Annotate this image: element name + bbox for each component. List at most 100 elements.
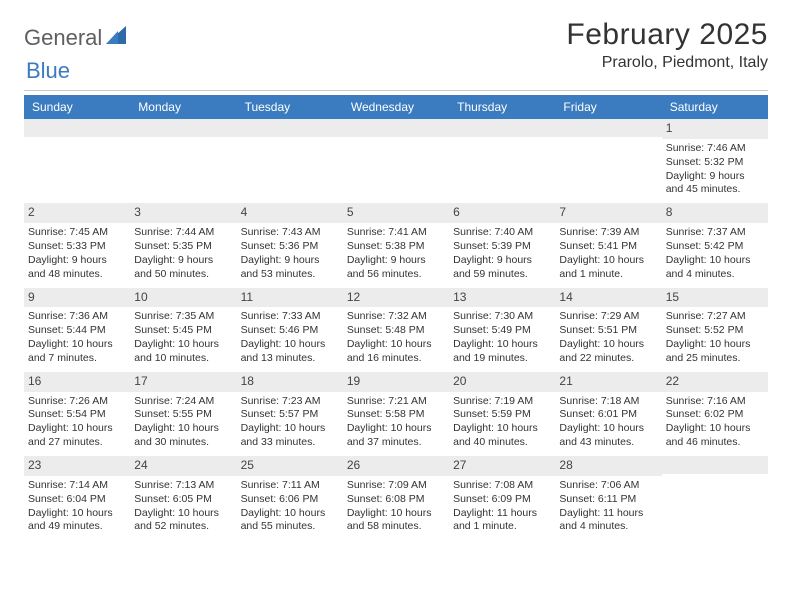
day-info-line: Sunset: 5:42 PM <box>666 240 764 254</box>
day-info-line: Sunrise: 7:26 AM <box>28 395 126 409</box>
day-info-line: Sunset: 6:06 PM <box>241 493 339 507</box>
day-info-line: Sunrise: 7:11 AM <box>241 479 339 493</box>
day-info-line: Daylight: 9 hours and 53 minutes. <box>241 254 339 282</box>
week-row: 16Sunrise: 7:26 AMSunset: 5:54 PMDayligh… <box>24 372 768 456</box>
day-cell: 11Sunrise: 7:33 AMSunset: 5:46 PMDayligh… <box>237 288 343 372</box>
day-info-line: Daylight: 10 hours and 30 minutes. <box>134 422 232 450</box>
day-info-line: Sunset: 5:54 PM <box>28 408 126 422</box>
day-info-line: Daylight: 10 hours and 52 minutes. <box>134 507 232 535</box>
day-cell: 14Sunrise: 7:29 AMSunset: 5:51 PMDayligh… <box>555 288 661 372</box>
day-info-line: Sunrise: 7:43 AM <box>241 226 339 240</box>
day-info-line: Sunrise: 7:18 AM <box>559 395 657 409</box>
day-number <box>130 119 236 137</box>
calendar-body: 1 Sunrise: 7:46 AMSunset: 5:32 PM Daylight… <box>24 119 768 540</box>
day-info-line: Sunset: 5:51 PM <box>559 324 657 338</box>
week-row: 9Sunrise: 7:36 AMSunset: 5:44 PMDaylight… <box>24 288 768 372</box>
day-cell: 17Sunrise: 7:24 AMSunset: 5:55 PMDayligh… <box>130 372 236 456</box>
day-info-line: Sunset: 5:59 PM <box>453 408 551 422</box>
day-number: 28 <box>555 456 661 476</box>
day-cell: 8Sunrise: 7:37 AMSunset: 5:42 PMDaylight… <box>662 203 768 287</box>
calendar: SundayMondayTuesdayWednesdayThursdayFrid… <box>24 95 768 540</box>
title-block: February 2025 Prarolo, Piedmont, Italy <box>566 18 768 72</box>
day-info-line: Sunrise: 7:23 AM <box>241 395 339 409</box>
day-number: 3 <box>130 203 236 223</box>
day-cell <box>555 119 661 203</box>
day-number: 27 <box>449 456 555 476</box>
day-info-line: Sunrise: 7:45 AM <box>28 226 126 240</box>
day-info-line: Sunrise: 7:29 AM <box>559 310 657 324</box>
day-info-line: Sunrise: 7:09 AM <box>347 479 445 493</box>
day-number: 8 <box>662 203 768 223</box>
divider <box>24 90 768 91</box>
day-info-line: Daylight: 9 hours and 48 minutes. <box>28 254 126 282</box>
month-title: February 2025 <box>566 18 768 52</box>
day-info-line: Sunset: 6:05 PM <box>134 493 232 507</box>
day-info-line: Sunset: 5:55 PM <box>134 408 232 422</box>
week-row: 1Sunrise: 7:46 AMSunset: 5:32 PMDaylight… <box>24 119 768 203</box>
day-info-line: Sunrise: 7:24 AM <box>134 395 232 409</box>
day-info-line: Sunset: 6:08 PM <box>347 493 445 507</box>
day-number <box>449 119 555 137</box>
day-info-line: Sunrise: 7:46 AM <box>666 142 764 156</box>
day-cell <box>662 456 768 540</box>
day-cell: 9Sunrise: 7:36 AMSunset: 5:44 PMDaylight… <box>24 288 130 372</box>
day-info-line: Daylight: 10 hours and 40 minutes. <box>453 422 551 450</box>
day-info-line: Sunrise: 7:30 AM <box>453 310 551 324</box>
day-info-line: Sunset: 5:32 PM <box>666 156 764 170</box>
day-info-line: Daylight: 10 hours and 55 minutes. <box>241 507 339 535</box>
day-info-line: Daylight: 9 hours and 56 minutes. <box>347 254 445 282</box>
day-info-line: Sunrise: 7:32 AM <box>347 310 445 324</box>
day-cell: 1Sunrise: 7:46 AMSunset: 5:32 PMDaylight… <box>662 119 768 203</box>
day-cell <box>130 119 236 203</box>
day-number: 15 <box>662 288 768 308</box>
day-info-line: Daylight: 10 hours and 43 minutes. <box>559 422 657 450</box>
day-number <box>24 119 130 137</box>
day-number: 20 <box>449 372 555 392</box>
day-number: 4 <box>237 203 343 223</box>
day-info-line: Sunrise: 7:40 AM <box>453 226 551 240</box>
logo-text-blue: Blue <box>26 58 70 83</box>
day-info-line: Daylight: 10 hours and 37 minutes. <box>347 422 445 450</box>
week-row: 23Sunrise: 7:14 AMSunset: 6:04 PMDayligh… <box>24 456 768 540</box>
day-info-line: Daylight: 11 hours and 1 minute. <box>453 507 551 535</box>
day-info-line: Sunset: 5:57 PM <box>241 408 339 422</box>
day-cell: 5Sunrise: 7:41 AMSunset: 5:38 PMDaylight… <box>343 203 449 287</box>
day-info-line: Sunset: 5:36 PM <box>241 240 339 254</box>
day-number: 24 <box>130 456 236 476</box>
day-info-line: Daylight: 9 hours and 50 minutes. <box>134 254 232 282</box>
day-number: 19 <box>343 372 449 392</box>
day-number: 7 <box>555 203 661 223</box>
day-number: 21 <box>555 372 661 392</box>
day-info-line: Sunrise: 7:36 AM <box>28 310 126 324</box>
day-info-line: Sunrise: 7:35 AM <box>134 310 232 324</box>
day-number <box>662 456 768 474</box>
day-info-line: Daylight: 10 hours and 33 minutes. <box>241 422 339 450</box>
day-info-line: Sunrise: 7:41 AM <box>347 226 445 240</box>
location: Prarolo, Piedmont, Italy <box>566 54 768 72</box>
day-number: 6 <box>449 203 555 223</box>
day-number: 10 <box>130 288 236 308</box>
day-info-line: Sunset: 5:45 PM <box>134 324 232 338</box>
day-cell: 20Sunrise: 7:19 AMSunset: 5:59 PMDayligh… <box>449 372 555 456</box>
day-cell: 6Sunrise: 7:40 AMSunset: 5:39 PMDaylight… <box>449 203 555 287</box>
day-cell: 15Sunrise: 7:27 AMSunset: 5:52 PMDayligh… <box>662 288 768 372</box>
day-number: 1 <box>662 119 768 139</box>
day-info-line: Sunrise: 7:13 AM <box>134 479 232 493</box>
weekday-header: Monday <box>130 95 236 119</box>
day-info-line: Daylight: 10 hours and 58 minutes. <box>347 507 445 535</box>
weekday-header: Saturday <box>662 95 768 119</box>
day-info-line: Sunset: 5:41 PM <box>559 240 657 254</box>
day-cell: 19Sunrise: 7:21 AMSunset: 5:58 PMDayligh… <box>343 372 449 456</box>
day-info-line: Daylight: 11 hours and 4 minutes. <box>559 507 657 535</box>
day-info-line: Sunset: 6:02 PM <box>666 408 764 422</box>
day-info-line: Daylight: 10 hours and 46 minutes. <box>666 422 764 450</box>
day-number: 9 <box>24 288 130 308</box>
day-cell: 7Sunrise: 7:39 AMSunset: 5:41 PMDaylight… <box>555 203 661 287</box>
day-info-line: Sunset: 5:49 PM <box>453 324 551 338</box>
day-number: 13 <box>449 288 555 308</box>
day-cell: 16Sunrise: 7:26 AMSunset: 5:54 PMDayligh… <box>24 372 130 456</box>
day-cell: 4 Sunrise: 7:43 AMSunset: 5:36 PMDaylight… <box>237 203 343 287</box>
day-info-line: Sunrise: 7:14 AM <box>28 479 126 493</box>
day-cell: 22Sunrise: 7:16 AMSunset: 6:02 PMDayligh… <box>662 372 768 456</box>
day-number: 25 <box>237 456 343 476</box>
